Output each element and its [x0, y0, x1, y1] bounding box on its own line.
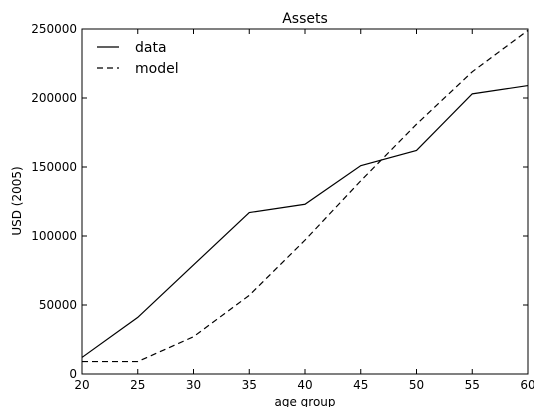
legend-label-data: data	[135, 40, 167, 56]
y-tick-label: 0	[69, 367, 77, 381]
ticks-layer: 20 25 30 35 40 45 50 55 60 0 50000 100000 150000 2000…	[31, 22, 534, 392]
series-line-model	[82, 29, 529, 363]
series-line-data	[81, 84, 529, 358]
x-tick-label: 55	[465, 378, 480, 392]
y-tick-label: 150000	[31, 160, 77, 174]
x-tick-label: 20	[74, 378, 89, 392]
x-axis-label: age group	[274, 395, 335, 407]
x-tick-label: 45	[353, 378, 368, 392]
x-tick-label: 35	[242, 378, 257, 392]
legend: data model	[97, 40, 179, 77]
plot-frame	[81, 28, 529, 375]
x-tick-label: 25	[130, 378, 145, 392]
chart-title: Assets	[282, 11, 328, 27]
x-tick-label: 30	[186, 378, 201, 392]
x-tick-label: 50	[409, 378, 424, 392]
lines-layer	[81, 29, 529, 363]
y-tick-label: 50000	[39, 298, 77, 312]
legend-label-model: model	[135, 61, 179, 77]
x-tick-label: 40	[297, 378, 312, 392]
y-tick-label: 250000	[31, 22, 77, 36]
y-axis-label: USD (2005)	[10, 166, 24, 235]
x-tick-label: 60	[520, 378, 534, 392]
y-tick-label: 100000	[31, 229, 77, 243]
y-tick-label: 200000	[31, 91, 77, 105]
